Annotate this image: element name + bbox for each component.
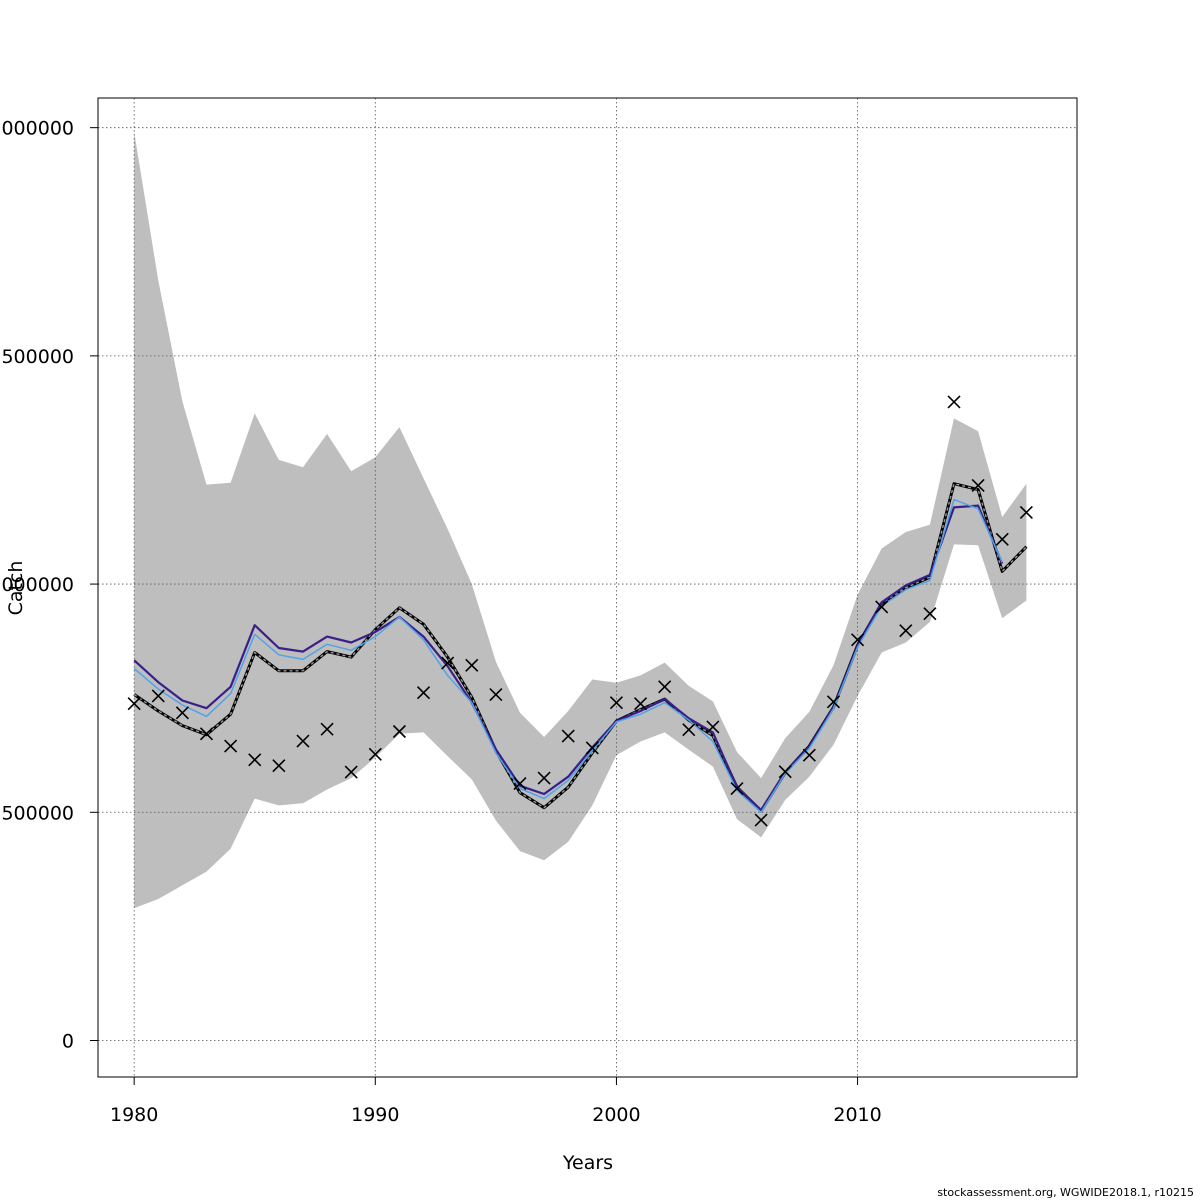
y-tick-label-1000000: 1000000 [0, 574, 74, 596]
observed-point-2015 [971, 478, 985, 493]
observed-point-2014 [947, 395, 961, 409]
y-tick-label-2000000: 2000000 [0, 118, 74, 140]
observed-point-2012 [899, 624, 913, 638]
observed-point-2011 [875, 600, 889, 614]
observed-point-1988 [320, 722, 334, 736]
x-tick-label-1990: 1990 [351, 1104, 399, 1126]
y-axis-title: Catch [5, 561, 27, 616]
observed-point-2016 [995, 532, 1009, 546]
confidence-band-layer [134, 132, 1027, 909]
observed-point-1997 [537, 771, 551, 785]
observed-point-1991 [392, 724, 406, 739]
y-tick-label-0: 0 [62, 1030, 74, 1052]
observed-point-2002 [658, 680, 672, 694]
observed-point-1995 [489, 687, 503, 702]
observed-point-1981 [151, 689, 165, 703]
confidence-band [134, 132, 1027, 909]
y-tick-label-1500000: 1500000 [0, 346, 74, 368]
observed-point-2010 [851, 633, 865, 647]
observed-point-1998 [561, 729, 575, 743]
observed-point-2000 [609, 696, 624, 710]
observed-point-1980 [127, 697, 141, 711]
observed-point-1990 [368, 747, 382, 761]
observed-point-1989 [344, 765, 358, 779]
observed-point-2003 [682, 723, 696, 737]
observed-point-1986 [272, 759, 286, 773]
observed-point-1993 [441, 656, 455, 670]
observed-point-2001 [633, 697, 648, 711]
grid-layer [98, 98, 1077, 1077]
observed-points-layer [127, 395, 1033, 827]
x-tick-label-1980: 1980 [110, 1104, 158, 1126]
series-line-lightblue [133, 498, 1003, 814]
observed-point-1982 [175, 706, 189, 720]
observed-point-2005 [730, 781, 744, 796]
observed-point-2008 [802, 748, 816, 762]
observed-point-1985 [248, 753, 262, 767]
observed-point-1987 [296, 734, 310, 748]
observed-point-1984 [224, 739, 238, 753]
axes-layer: 1980 1990 2000 2010 0 500000 1000000 1500000 200… [0, 118, 882, 1126]
observed-point-1983 [199, 727, 214, 741]
x-axis-title: Years [562, 1152, 613, 1174]
x-tick-label-2010: 2010 [833, 1104, 881, 1126]
observed-point-2013 [923, 607, 937, 621]
observed-point-1999 [585, 741, 599, 755]
observed-point-2017 [1019, 505, 1033, 519]
source-caption: stockassessment.org, WGWIDE2018.1, r1021… [937, 1186, 1194, 1199]
observed-point-1994 [465, 658, 479, 672]
plot-frame [97, 97, 1078, 1078]
observed-point-2007 [778, 765, 792, 779]
observed-point-1992 [416, 686, 431, 700]
observed-point-2006 [754, 813, 768, 827]
y-tick-label-500000: 500000 [1, 802, 74, 824]
observed-point-2004 [706, 720, 720, 734]
observed-point-2009 [826, 695, 841, 709]
x-tick-label-2000: 2000 [592, 1104, 640, 1126]
observed-point-1996 [513, 776, 527, 791]
